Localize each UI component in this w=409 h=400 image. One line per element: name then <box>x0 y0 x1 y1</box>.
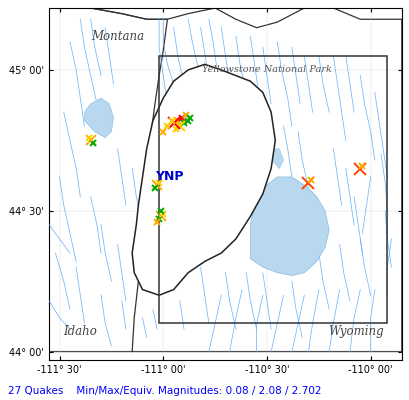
Polygon shape <box>49 8 401 352</box>
Polygon shape <box>132 64 274 295</box>
Polygon shape <box>270 149 283 168</box>
Text: Montana: Montana <box>91 30 144 43</box>
Polygon shape <box>250 177 328 276</box>
Text: Wyoming: Wyoming <box>328 325 383 338</box>
Text: Yellowstone National Park: Yellowstone National Park <box>202 66 331 74</box>
Text: Idaho: Idaho <box>63 325 97 338</box>
Bar <box>159 56 387 323</box>
Text: 27 Quakes    Min/Max/Equiv. Magnitudes: 0.08 / 2.08 / 2.702: 27 Quakes Min/Max/Equiv. Magnitudes: 0.0… <box>8 386 321 396</box>
Polygon shape <box>84 98 113 138</box>
Text: YNP: YNP <box>155 170 183 184</box>
